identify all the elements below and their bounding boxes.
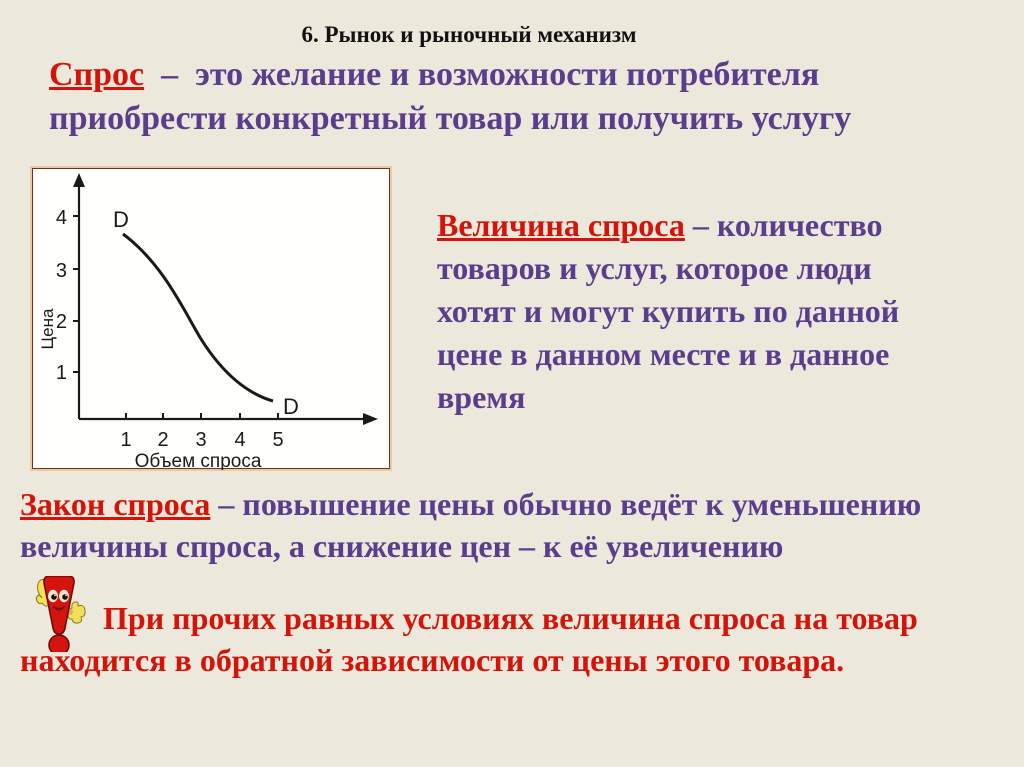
svg-text:Объем спроса: Объем спроса [135,451,262,470]
svg-text:D: D [283,394,299,419]
svg-text:3: 3 [195,429,206,451]
svg-text:3: 3 [56,260,67,282]
svg-text:4: 4 [56,207,67,229]
svg-text:4: 4 [234,429,245,451]
svg-text:1: 1 [56,362,67,384]
svg-text:5: 5 [272,429,283,451]
svg-text:D: D [113,207,129,232]
svg-text:2: 2 [157,429,168,451]
svg-text:2: 2 [56,311,67,333]
svg-text:1: 1 [120,429,131,451]
svg-text:Цена: Цена [38,308,57,349]
